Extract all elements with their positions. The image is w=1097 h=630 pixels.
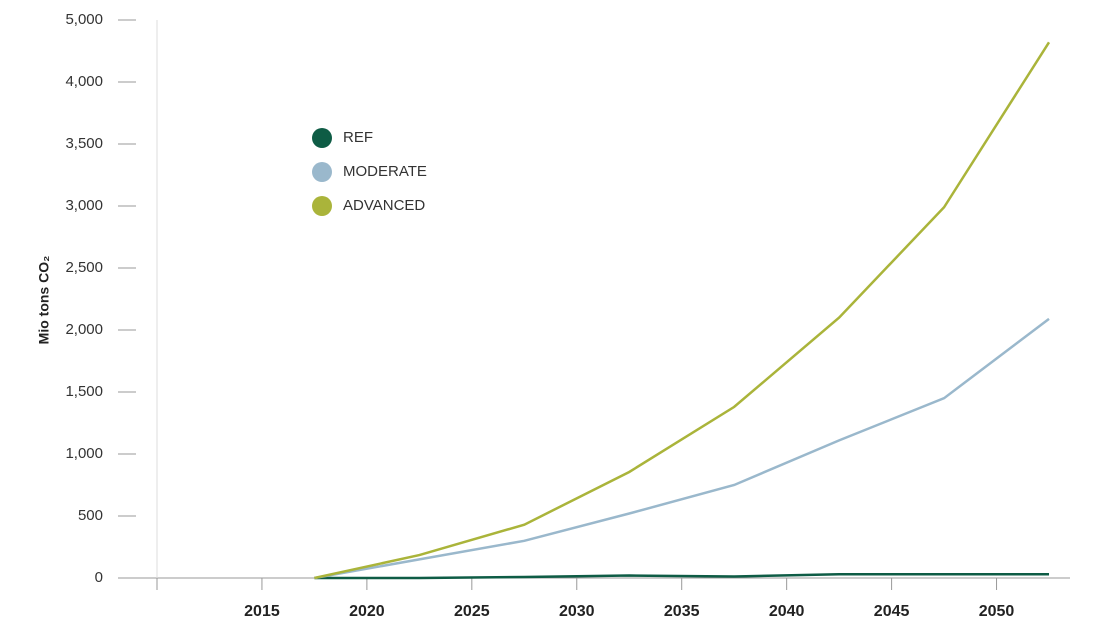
y-tick-label: 3,500 bbox=[65, 135, 103, 152]
legend-marker bbox=[312, 128, 332, 148]
line bbox=[314, 573, 1050, 580]
x-tick-label: 2030 bbox=[559, 603, 595, 620]
y-tick-label: 5,000 bbox=[65, 11, 103, 28]
y-tick-label: 2,500 bbox=[65, 259, 103, 276]
x-tick-label: 2035 bbox=[664, 603, 700, 620]
legend-marker bbox=[312, 196, 332, 216]
y-tick-label: 1,500 bbox=[65, 383, 103, 400]
y-tick-label: 0 bbox=[95, 569, 103, 586]
legend-label: ADVANCED bbox=[343, 197, 425, 214]
x-tick-label: 2020 bbox=[349, 603, 385, 620]
line bbox=[314, 41, 1051, 580]
legend-marker bbox=[312, 162, 332, 182]
x-tick-label: 2045 bbox=[874, 603, 910, 620]
x-tick-label: 2015 bbox=[244, 603, 280, 620]
y-tick-label: 1,000 bbox=[65, 445, 103, 462]
legend-label: REF bbox=[343, 129, 373, 146]
legend-label: MODERATE bbox=[343, 163, 427, 180]
y-axis-label: Mio tons CO₂ bbox=[36, 256, 52, 345]
x-tick-label: 2025 bbox=[454, 603, 490, 620]
line bbox=[314, 317, 1050, 580]
y-tick-label: 500 bbox=[78, 507, 103, 524]
y-tick-label: 2,000 bbox=[65, 321, 103, 338]
y-tick-label: 3,000 bbox=[65, 197, 103, 214]
x-tick-label: 2050 bbox=[979, 603, 1015, 620]
y-tick-label: 4,000 bbox=[65, 73, 103, 90]
x-tick-label: 2040 bbox=[769, 603, 805, 620]
